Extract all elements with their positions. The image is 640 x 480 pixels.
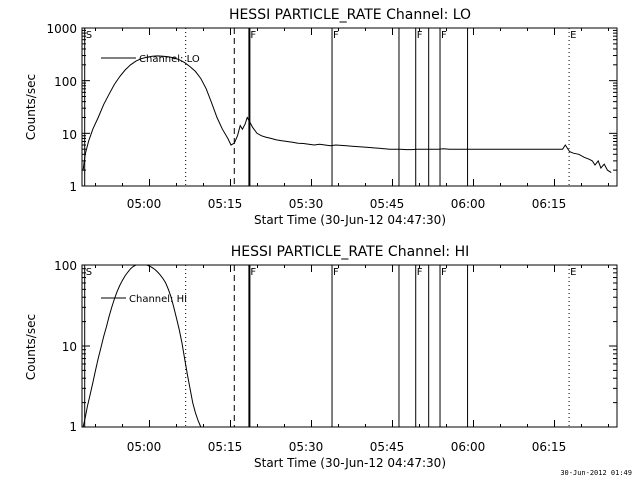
chart-lo-marker-label: F: [441, 30, 447, 41]
chart-lo-marker-label: F: [333, 30, 339, 41]
chart-lo-xlabel: Start Time (30-Jun-12 04:47:30): [254, 213, 446, 227]
chart-lo-ytick-label: 100: [54, 75, 77, 89]
chart-hi-ytick-label: 1: [69, 420, 77, 434]
chart-lo-y-axis: 1 10 100 1000: [46, 22, 617, 194]
chart-hi-title: HESSI PARTICLE_RATE Channel: HI: [231, 244, 469, 260]
chart-hi-xtick-label: 05:45: [370, 440, 405, 454]
chart-lo-marker-label: E: [570, 30, 576, 41]
chart-hi-xtick-label: 06:15: [532, 440, 567, 454]
chart-hi-y-axis: 1 10 100: [54, 259, 617, 434]
chart-hi-marker-label: E: [570, 267, 576, 278]
chart-lo-xtick-label: 05:45: [370, 197, 405, 211]
chart-hi-xlabel: Start Time (30-Jun-12 04:47:30): [254, 456, 446, 470]
chart-lo-ytick-label: 10: [62, 128, 77, 142]
chart-hi-marker-label: F: [250, 267, 256, 278]
chart-lo-legend-label: Channel: LO: [139, 54, 200, 65]
chart-hi-plot-frame: [81, 264, 618, 428]
chart-lo-marker-label: F: [417, 30, 423, 41]
chart-hi-legend: Channel: HI: [101, 294, 187, 305]
chart-hi-ylabel: Counts/sec: [24, 314, 38, 380]
chart-lo-series-line: [82, 55, 612, 174]
chart-lo-xtick-label: 06:15: [532, 197, 567, 211]
chart-hi-marker-label: F: [333, 267, 339, 278]
chart-lo: HESSI PARTICLE_RATE Channel: LO Counts/s…: [24, 7, 618, 227]
chart-lo-ylabel: Counts/sec: [24, 74, 38, 140]
chart-hi-xtick-label: 05:30: [289, 440, 324, 454]
chart-hi-xtick-label: 05:15: [208, 440, 243, 454]
chart-hi-marker-label: F: [417, 267, 423, 278]
chart-lo-marker-label: S: [86, 30, 92, 41]
chart-lo-xtick-label: 05:15: [208, 197, 243, 211]
chart-hi-xtick-label: 06:00: [451, 440, 486, 454]
chart-lo-xtick-label: 05:30: [289, 197, 324, 211]
chart-hi-marker-label: F: [441, 267, 447, 278]
chart-lo-ytick-label: 1: [69, 180, 77, 194]
chart-lo-title: HESSI PARTICLE_RATE Channel: LO: [229, 7, 471, 23]
timestamp-footer: 30-Jun-2012 01:49: [560, 469, 632, 477]
chart-hi-series-line: [82, 264, 202, 428]
chart-hi-x-axis: 05:00 05:15 05:30 05:45 06:00 06:15: [95, 265, 609, 454]
chart-hi-xtick-label: 05:00: [127, 440, 162, 454]
chart-lo-plot-frame: [81, 27, 618, 187]
chart-lo-xtick-label: 05:00: [127, 197, 162, 211]
chart-lo-ytick-label: 1000: [46, 22, 77, 36]
chart-hi-legend-label: Channel: HI: [129, 294, 187, 305]
chart-hi-ytick-label: 100: [54, 259, 77, 273]
chart-lo-legend: Channel: LO: [101, 54, 200, 65]
chart-hi-marker-label: S: [86, 267, 92, 278]
chart-lo-marker-label: F: [250, 30, 256, 41]
chart-hi: HESSI PARTICLE_RATE Channel: HI Counts/s…: [24, 244, 618, 470]
chart-hi-ytick-label: 10: [62, 340, 77, 354]
chart-lo-xtick-label: 06:00: [451, 197, 486, 211]
chart-lo-x-axis: 05:00 05:15 05:30 05:45 06:00 06:15: [95, 28, 609, 211]
